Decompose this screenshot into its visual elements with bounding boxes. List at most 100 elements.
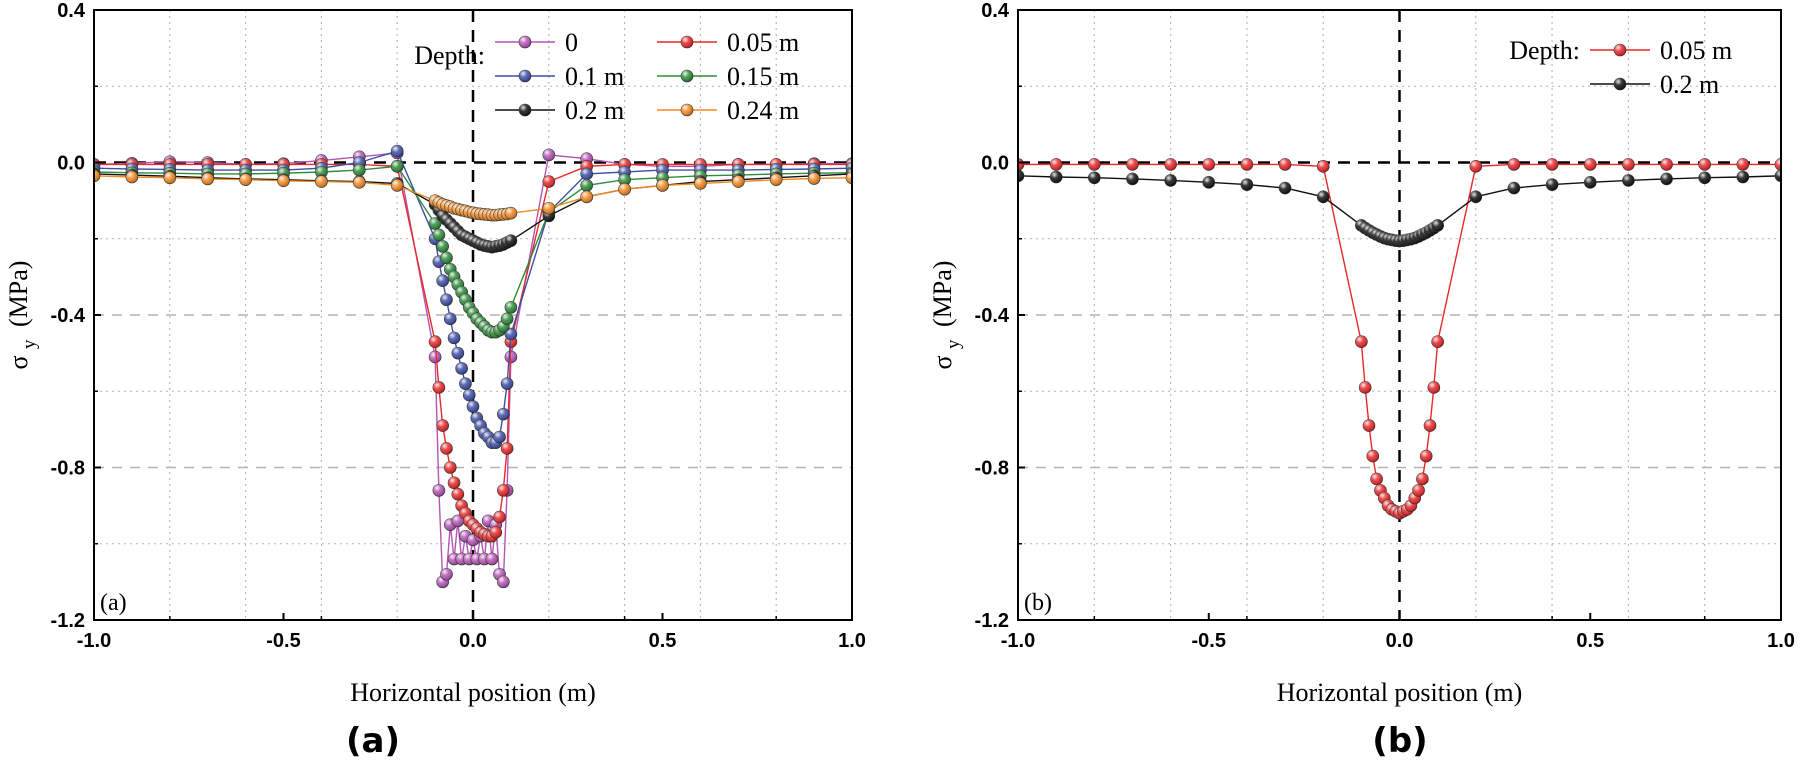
data-point bbox=[1583, 158, 1597, 171]
legend-label: 0.05 m bbox=[727, 28, 799, 57]
data-point bbox=[542, 148, 556, 162]
y-axis-symbol: σ bbox=[928, 355, 957, 369]
data-point bbox=[1545, 178, 1559, 191]
series-0 bbox=[1018, 158, 1781, 520]
data-point bbox=[493, 510, 506, 524]
data-point bbox=[277, 174, 290, 188]
data-point bbox=[428, 217, 442, 230]
y-tick-label: 0.0 bbox=[57, 153, 85, 175]
data-point bbox=[1049, 170, 1063, 184]
data-point bbox=[432, 381, 446, 394]
data-point bbox=[440, 442, 453, 455]
data-point bbox=[1240, 178, 1254, 191]
data-point bbox=[1316, 190, 1330, 204]
data-point bbox=[542, 175, 556, 188]
legend-label: 0.1 m bbox=[565, 62, 624, 91]
data-point bbox=[352, 163, 366, 177]
data-point bbox=[447, 331, 461, 345]
data-point bbox=[504, 301, 518, 314]
data-point bbox=[694, 177, 707, 190]
y-tick-label: -1.2 bbox=[51, 610, 85, 632]
data-point bbox=[1469, 160, 1483, 173]
data-point bbox=[1202, 158, 1216, 171]
data-point bbox=[845, 171, 852, 185]
data-point bbox=[618, 182, 631, 196]
legend-label: 0.15 m bbox=[727, 62, 799, 91]
data-point bbox=[1622, 158, 1635, 171]
y-tick-label: 0.4 bbox=[57, 0, 86, 22]
data-point bbox=[436, 419, 449, 432]
data-point bbox=[485, 552, 499, 566]
data-point bbox=[493, 430, 506, 444]
data-point bbox=[1431, 219, 1444, 232]
x-tick-label: 1.0 bbox=[1767, 630, 1795, 652]
data-point bbox=[497, 407, 510, 421]
data-point bbox=[428, 335, 442, 348]
series-3 bbox=[94, 160, 852, 339]
legend-label: 0.24 m bbox=[727, 96, 799, 125]
data-point bbox=[451, 514, 465, 528]
y-tick-label: 0.0 bbox=[981, 153, 1009, 175]
data-point bbox=[451, 346, 465, 360]
series-5 bbox=[94, 169, 852, 222]
data-point bbox=[1316, 160, 1330, 173]
legend-label: 0.2 m bbox=[1660, 70, 1719, 99]
chart-panel-a: -1.0 -0.5 0.0 0.5 1.00.40.0-0.4-0.8-1.2 (a) … bbox=[4, 0, 866, 761]
data-point bbox=[1355, 335, 1368, 348]
data-point bbox=[1660, 172, 1673, 186]
data-point bbox=[390, 179, 404, 192]
data-point bbox=[497, 484, 510, 497]
x-tick-label: 0.5 bbox=[1576, 630, 1604, 652]
data-point bbox=[618, 173, 631, 186]
data-point bbox=[443, 312, 457, 326]
data-point bbox=[239, 173, 252, 186]
data-point bbox=[1736, 158, 1750, 171]
y-axis-label: σ y (MPa) bbox=[928, 261, 965, 370]
data-point bbox=[1366, 449, 1380, 463]
data-point bbox=[163, 171, 177, 185]
legend-item: 0.05 m bbox=[1590, 36, 1732, 65]
data-point bbox=[1698, 158, 1711, 171]
data-point bbox=[504, 234, 518, 247]
data-point bbox=[436, 274, 449, 287]
data-point bbox=[451, 487, 465, 501]
legend-title: Depth: bbox=[414, 41, 485, 70]
y-axis-label: σ y (MPa) bbox=[4, 261, 41, 370]
panel-caption: (a) bbox=[346, 721, 400, 761]
legend-item: 0.1 m bbox=[495, 62, 624, 91]
data-point bbox=[1164, 174, 1177, 187]
axis-ticks: -1.0 -0.5 0.0 0.5 1.0 0.4 0.0 -0.4 -0.8 -1.2 bbox=[51, 0, 866, 652]
data-point bbox=[1018, 169, 1025, 183]
legend-label: 0.05 m bbox=[1660, 36, 1732, 65]
data-point bbox=[1507, 181, 1521, 195]
data-point bbox=[432, 484, 446, 497]
data-point bbox=[1416, 472, 1429, 486]
data-point bbox=[1423, 419, 1437, 432]
data-point bbox=[390, 144, 404, 158]
series-group bbox=[94, 144, 852, 589]
data-point bbox=[352, 176, 366, 189]
y-tick-label: -0.4 bbox=[51, 305, 86, 327]
data-point bbox=[1736, 170, 1750, 184]
legend-item: 0.15 m bbox=[657, 62, 799, 91]
data-point bbox=[443, 461, 457, 474]
panel-tag: (b) bbox=[1024, 590, 1052, 616]
data-point bbox=[1278, 181, 1292, 195]
x-axis-label: Horizontal position (m) bbox=[1277, 678, 1523, 707]
y-axis-subscript: y bbox=[943, 339, 964, 349]
data-point bbox=[94, 169, 101, 183]
data-point bbox=[436, 240, 449, 253]
data-point bbox=[440, 251, 453, 265]
legend-item: 0 bbox=[495, 28, 578, 57]
y-tick-label: -1.2 bbox=[975, 610, 1009, 632]
data-point bbox=[432, 228, 446, 242]
data-point bbox=[1049, 158, 1063, 171]
data-point bbox=[504, 327, 518, 341]
legend: Depth: 0 0.05 m 0.1 m 0.15 m 0.2 m 0.24 m bbox=[414, 28, 799, 125]
data-point bbox=[1088, 158, 1101, 171]
y-tick-label: -0.8 bbox=[51, 458, 85, 480]
data-point bbox=[1419, 449, 1433, 463]
data-point bbox=[500, 377, 514, 390]
data-point bbox=[1126, 172, 1139, 186]
